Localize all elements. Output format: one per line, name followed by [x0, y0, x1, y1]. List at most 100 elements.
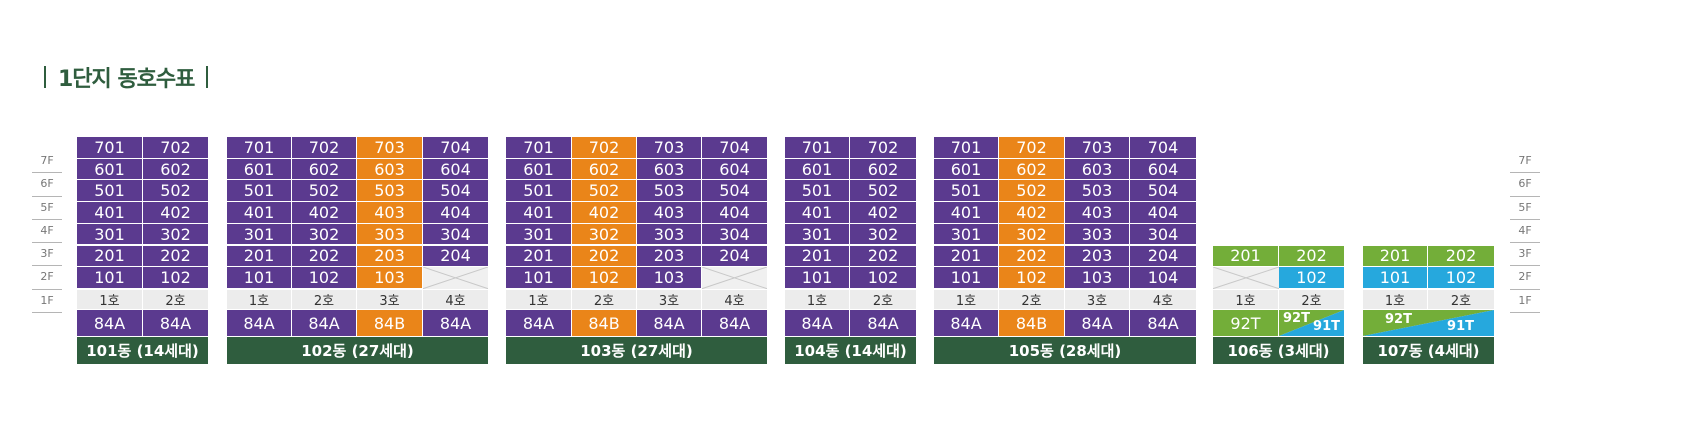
unit-cell[interactable]: 302	[143, 223, 208, 246]
unit-cell[interactable]: 103	[1065, 267, 1130, 289]
unit-cell[interactable]: 603	[1065, 158, 1130, 181]
unit-cell[interactable]: 604	[1130, 158, 1196, 181]
unit-cell[interactable]: 303	[1065, 223, 1130, 246]
unit-cell[interactable]: 601	[506, 158, 572, 181]
unit-cell[interactable]: 703	[637, 137, 702, 159]
unit-cell[interactable]: 201	[1213, 245, 1279, 268]
unit-cell[interactable]: 301	[227, 223, 292, 246]
unit-cell[interactable]: 402	[292, 202, 357, 224]
unit-cell[interactable]: 204	[702, 245, 767, 268]
unit-cell[interactable]: 502	[850, 180, 916, 203]
unit-cell[interactable]: 202	[1428, 245, 1494, 268]
unit-cell[interactable]: 401	[785, 202, 850, 224]
unit-cell[interactable]: 702	[292, 137, 357, 159]
unit-cell[interactable]: 301	[934, 223, 999, 246]
unit-cell[interactable]: 403	[1065, 202, 1130, 224]
unit-cell[interactable]: 601	[934, 158, 999, 181]
unit-cell[interactable]: 602	[143, 158, 208, 181]
unit-cell[interactable]: 101	[227, 267, 292, 289]
unit-cell[interactable]: 501	[785, 180, 850, 203]
unit-cell[interactable]: 204	[423, 245, 488, 268]
unit-cell[interactable]: 202	[850, 245, 916, 268]
unit-cell[interactable]: 501	[227, 180, 292, 203]
unit-cell[interactable]: 201	[1363, 245, 1428, 268]
unit-cell[interactable]: 402	[850, 202, 916, 224]
unit-cell[interactable]: 402	[572, 202, 637, 224]
unit-cell[interactable]: 402	[999, 202, 1065, 224]
unit-cell[interactable]: 702	[572, 137, 637, 159]
unit-cell[interactable]: 102	[1428, 267, 1494, 289]
unit-cell[interactable]: 702	[850, 137, 916, 159]
unit-cell[interactable]: 703	[1065, 137, 1130, 159]
unit-cell[interactable]: 201	[227, 245, 292, 268]
unit-cell[interactable]: 601	[77, 158, 143, 181]
unit-cell[interactable]: 203	[357, 245, 423, 268]
unit-cell[interactable]: 704	[702, 137, 767, 159]
unit-cell[interactable]: 304	[702, 223, 767, 246]
unit-cell[interactable]: 503	[357, 180, 423, 203]
unit-cell[interactable]: 404	[423, 202, 488, 224]
unit-cell[interactable]: 404	[702, 202, 767, 224]
unit-cell[interactable]: 102	[292, 267, 357, 289]
unit-cell[interactable]: 702	[143, 137, 208, 159]
unit-cell[interactable]: 404	[1130, 202, 1196, 224]
unit-cell[interactable]: 503	[1065, 180, 1130, 203]
unit-cell[interactable]: 102	[999, 267, 1065, 289]
unit-cell[interactable]: 604	[702, 158, 767, 181]
unit-cell[interactable]: 103	[357, 267, 423, 289]
unit-cell[interactable]: 701	[227, 137, 292, 159]
unit-cell[interactable]: 202	[1279, 245, 1344, 268]
unit-cell[interactable]: 403	[637, 202, 702, 224]
unit-cell[interactable]: 102	[572, 267, 637, 289]
unit-cell[interactable]: 302	[999, 223, 1065, 246]
unit-cell[interactable]: 101	[506, 267, 572, 289]
unit-cell[interactable]: 304	[423, 223, 488, 246]
unit-cell[interactable]: 101	[1363, 267, 1428, 289]
unit-cell[interactable]: 603	[637, 158, 702, 181]
unit-cell[interactable]: 301	[785, 223, 850, 246]
unit-cell[interactable]: 101	[77, 267, 143, 289]
unit-cell[interactable]: 103	[637, 267, 702, 289]
unit-cell[interactable]: 304	[1130, 223, 1196, 246]
unit-cell[interactable]: 401	[506, 202, 572, 224]
unit-cell[interactable]: 101	[785, 267, 850, 289]
unit-cell[interactable]: 201	[785, 245, 850, 268]
unit-cell[interactable]: 302	[850, 223, 916, 246]
unit-cell[interactable]: 601	[785, 158, 850, 181]
unit-cell[interactable]: 501	[934, 180, 999, 203]
unit-cell[interactable]: 102	[850, 267, 916, 289]
unit-cell[interactable]: 203	[1065, 245, 1130, 268]
unit-cell[interactable]: 704	[423, 137, 488, 159]
unit-cell[interactable]: 301	[506, 223, 572, 246]
unit-cell[interactable]: 504	[423, 180, 488, 203]
unit-cell[interactable]: 703	[357, 137, 423, 159]
unit-cell[interactable]: 101	[934, 267, 999, 289]
unit-cell[interactable]: 602	[850, 158, 916, 181]
unit-cell[interactable]: 501	[506, 180, 572, 203]
unit-cell[interactable]: 502	[999, 180, 1065, 203]
unit-cell[interactable]: 203	[637, 245, 702, 268]
unit-cell[interactable]: 502	[143, 180, 208, 203]
unit-cell[interactable]: 503	[637, 180, 702, 203]
unit-cell[interactable]: 204	[1130, 245, 1196, 268]
unit-cell[interactable]: 201	[506, 245, 572, 268]
unit-cell[interactable]: 301	[77, 223, 143, 246]
unit-cell[interactable]: 202	[292, 245, 357, 268]
unit-cell[interactable]: 303	[637, 223, 702, 246]
unit-cell[interactable]: 403	[357, 202, 423, 224]
unit-cell[interactable]: 401	[227, 202, 292, 224]
unit-cell[interactable]: 202	[999, 245, 1065, 268]
unit-cell[interactable]: 502	[292, 180, 357, 203]
unit-cell[interactable]: 402	[143, 202, 208, 224]
unit-cell[interactable]: 603	[357, 158, 423, 181]
unit-cell[interactable]: 701	[506, 137, 572, 159]
unit-cell[interactable]: 201	[934, 245, 999, 268]
unit-cell[interactable]: 501	[77, 180, 143, 203]
unit-cell[interactable]: 401	[77, 202, 143, 224]
unit-cell[interactable]: 704	[1130, 137, 1196, 159]
unit-cell[interactable]: 701	[785, 137, 850, 159]
unit-cell[interactable]: 302	[572, 223, 637, 246]
unit-cell[interactable]: 701	[77, 137, 143, 159]
unit-cell[interactable]: 201	[77, 245, 143, 268]
unit-cell[interactable]: 502	[572, 180, 637, 203]
